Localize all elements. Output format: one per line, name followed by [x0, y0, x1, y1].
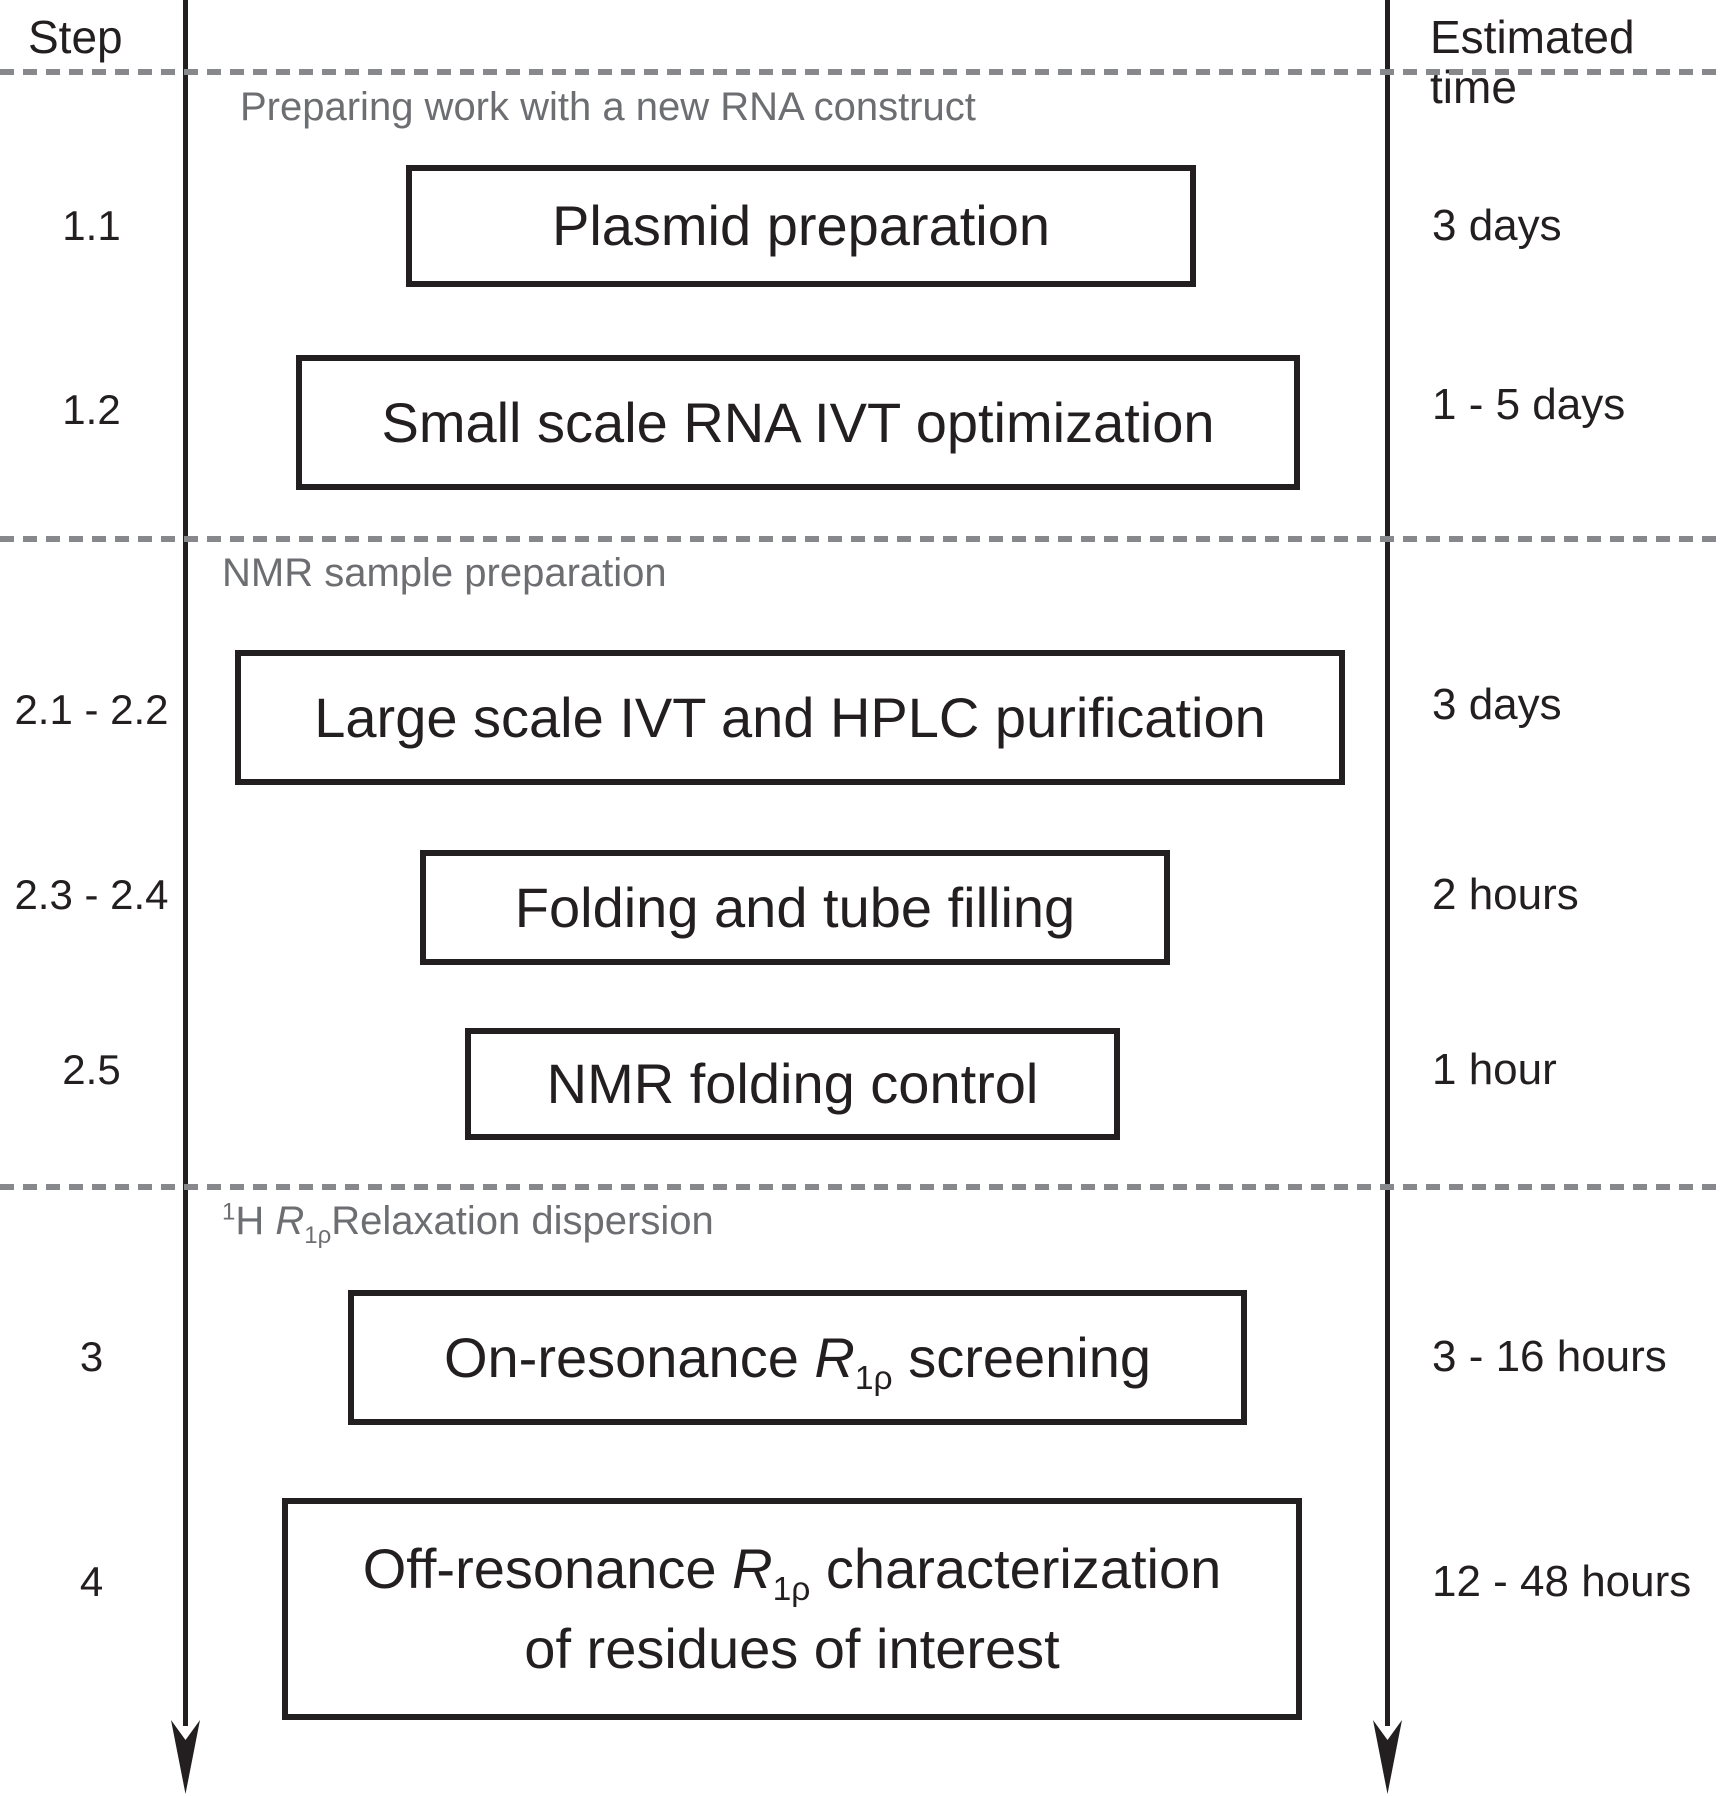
step-number-3: 3	[79, 1333, 104, 1380]
time-estimate-2-3-2-4: 2 hours	[1432, 870, 1579, 919]
step-number-2-5: 2.5	[62, 1046, 121, 1093]
label-text: Off-resonance	[362, 1537, 733, 1600]
time-estimate-2-1-2-2: 3 days	[1432, 680, 1562, 729]
r1rho-subscript: 1ρ	[772, 1571, 811, 1609]
step-column-header: Step	[28, 11, 123, 63]
step-number-2-3-2-4: 2.3 - 2.4	[14, 871, 169, 918]
process-box-label: On-resonance R1ρ screening	[444, 1318, 1151, 1398]
step-number-4: 4	[79, 1558, 104, 1605]
step-number-2-1-2-2: 2.1 - 2.2	[14, 686, 169, 733]
process-box-small-scale-ivt: Small scale RNA IVT optimization	[296, 355, 1300, 490]
label-text: characterization	[810, 1537, 1222, 1600]
time-estimate-3: 3 - 16 hours	[1432, 1332, 1667, 1381]
step-number-1-1: 1.1	[62, 202, 121, 249]
section-title-preparing-work: Preparing work with a new RNA construct	[240, 85, 976, 129]
process-box-label: Plasmid preparation	[551, 194, 1051, 257]
process-box-plasmid-preparation: Plasmid preparation	[406, 165, 1196, 287]
label-text: On-resonance	[443, 1325, 815, 1389]
process-box-label: Off-resonance R1ρ characterization of re…	[363, 1529, 1222, 1689]
time-estimate-4: 12 - 48 hours	[1432, 1557, 1692, 1606]
time-estimate-1-1: 3 days	[1432, 201, 1562, 250]
process-box-label: Large scale IVT and HPLC purification	[314, 685, 1266, 749]
process-box-off-resonance-characterization: Off-resonance R1ρ characterization of re…	[282, 1498, 1302, 1720]
process-box-label: Small scale RNA IVT optimization	[381, 390, 1215, 454]
time-estimate-1-2: 1 - 5 days	[1432, 380, 1626, 429]
step-number-1-2: 1.2	[62, 386, 121, 433]
process-box-large-scale-ivt-hplc: Large scale IVT and HPLC purification	[235, 650, 1345, 785]
process-box-nmr-folding-control: NMR folding control	[465, 1028, 1120, 1140]
time-estimate-2-5: 1 hour	[1432, 1045, 1557, 1094]
section-title-text: Relaxation dispersion	[331, 1199, 714, 1243]
r1rho-subscript: 1ρ	[854, 1359, 893, 1397]
estimated-time-column-header: Estimated time	[1430, 11, 1635, 113]
section-divider-2	[0, 536, 1721, 542]
r1rho-symbol: R	[275, 1199, 305, 1243]
r1rho-symbol: R	[814, 1325, 855, 1389]
superscript-one: 1	[222, 1198, 236, 1226]
process-box-on-resonance-screening: On-resonance R1ρ screening	[348, 1290, 1247, 1425]
process-box-label: NMR folding control	[546, 1052, 1039, 1115]
section-title-nmr-sample-preparation: NMR sample preparation	[222, 551, 667, 595]
process-box-label: Folding and tube filling	[514, 875, 1076, 939]
section-title-relaxation-dispersion: 1H R1ρRelaxation dispersion	[222, 1198, 714, 1248]
r1rho-symbol: R	[732, 1537, 773, 1600]
section-divider-1	[0, 69, 1721, 75]
section-divider-3	[0, 1184, 1721, 1190]
nucleus-symbol: H	[235, 1199, 276, 1243]
right-arrowhead-icon	[1373, 1720, 1402, 1794]
right-timeline-line	[1385, 0, 1390, 1726]
label-line-1: Off-resonance R1ρ characterization	[362, 1537, 1222, 1606]
r1rho-subscript: 1ρ	[304, 1222, 332, 1249]
left-arrowhead-icon	[171, 1720, 200, 1794]
process-box-folding-tube-filling: Folding and tube filling	[420, 850, 1170, 965]
left-timeline-line	[183, 0, 188, 1726]
label-line-2: of residues of interest	[524, 1617, 1060, 1680]
label-text: screening	[892, 1325, 1152, 1389]
